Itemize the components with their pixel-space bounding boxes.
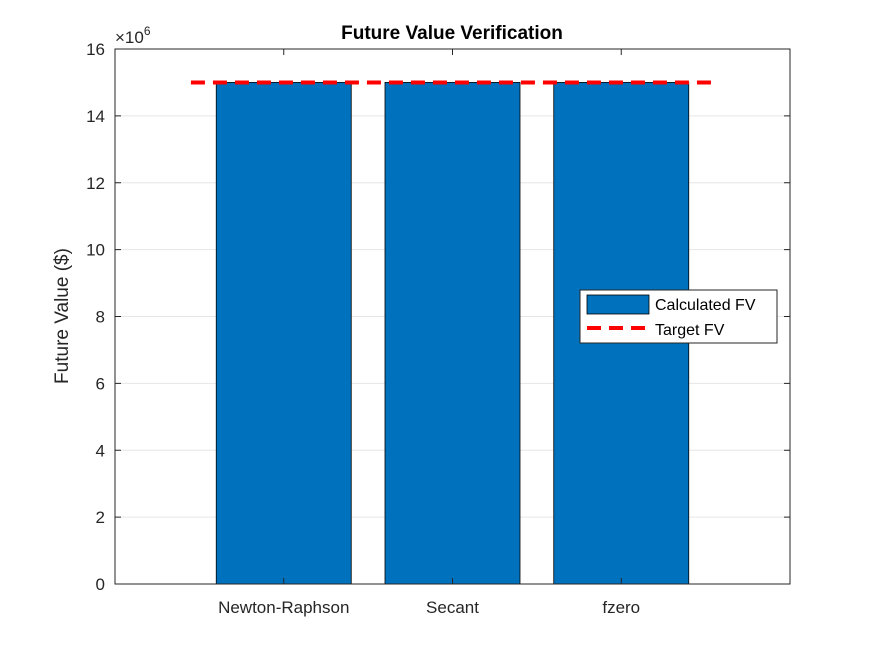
legend: Calculated FV Target FV xyxy=(579,289,778,344)
x-tick-label: fzero xyxy=(602,598,640,617)
y-tick-label: 12 xyxy=(86,174,105,193)
y-tick-label: 14 xyxy=(86,107,105,126)
chart-title: Future Value Verification xyxy=(341,23,563,44)
y-axis-label: Future Value ($) xyxy=(52,248,73,384)
y-tick-label: 10 xyxy=(86,241,105,260)
y-exponent-base: ×10 xyxy=(115,28,144,47)
x-tick-label: Secant xyxy=(426,598,479,617)
y-tick-label: 0 xyxy=(96,575,105,594)
y-tick-label: 16 xyxy=(86,40,105,59)
y-tick-label: 8 xyxy=(96,308,105,327)
x-axis: Newton-Raphson Secant fzero xyxy=(218,49,640,617)
bar-newton-raphson xyxy=(215,82,352,585)
y-exponent-power: 6 xyxy=(144,24,151,38)
y-axis: 0 2 4 6 8 10 12 14 16 xyxy=(86,40,790,594)
x-tick-label: Newton-Raphson xyxy=(218,598,349,617)
legend-label-target-fv: Target FV xyxy=(655,322,725,339)
bar-secant xyxy=(384,82,521,585)
y-axis-exponent: ×106 xyxy=(115,24,151,47)
legend-swatch-calculated-fv xyxy=(586,294,650,315)
y-tick-label: 2 xyxy=(96,508,105,527)
y-tick-label: 4 xyxy=(96,441,105,460)
legend-label-calculated-fv: Calculated FV xyxy=(655,297,756,314)
y-tick-label: 6 xyxy=(96,374,105,393)
